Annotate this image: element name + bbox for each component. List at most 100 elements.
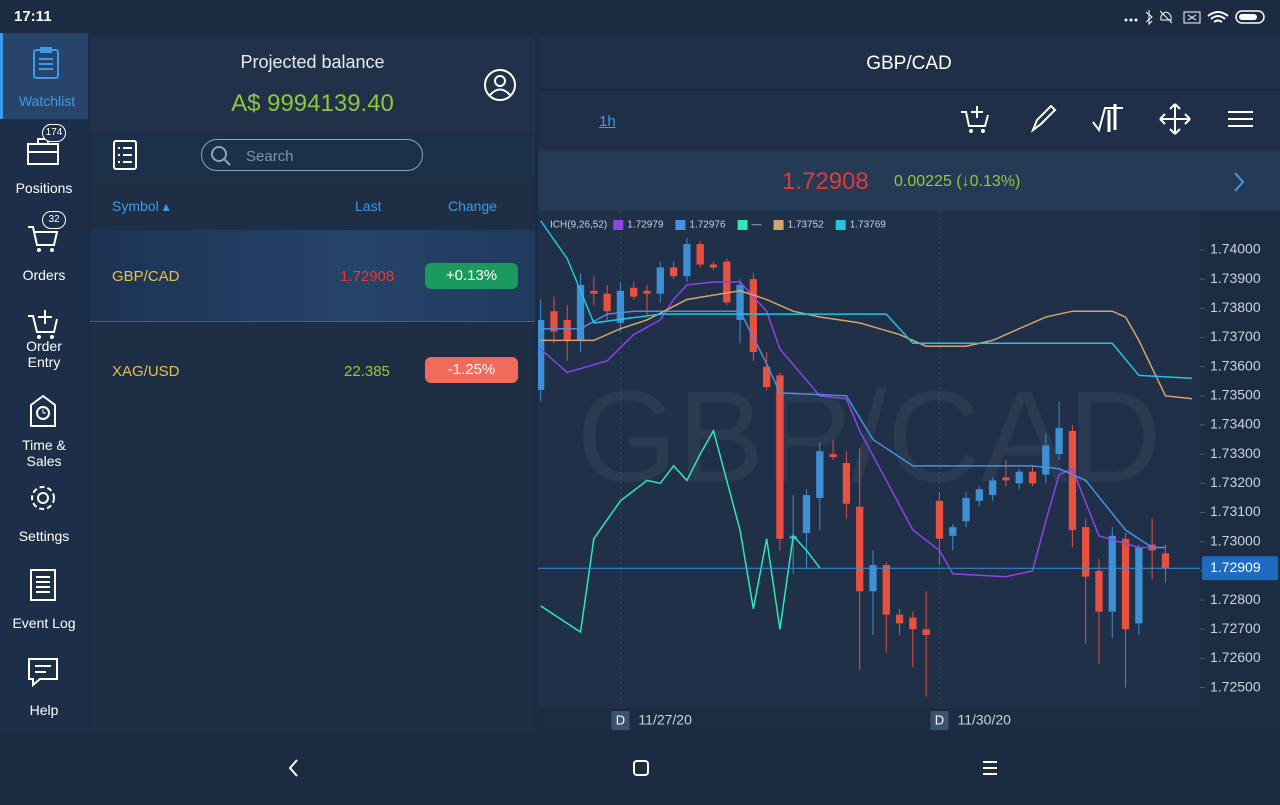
y-tick-label: 1.73200 — [1210, 474, 1261, 490]
y-tick-label: 1.73400 — [1210, 416, 1261, 432]
nav-orders[interactable]: 32 Orders — [0, 207, 88, 293]
column-header[interactable]: Symbol ▴ — [112, 198, 170, 214]
icon — [28, 658, 58, 688]
candle-body — [630, 287, 638, 297]
x-tick-label: 11/27/20 — [638, 712, 692, 728]
y-tick-label: 1.73000 — [1210, 532, 1261, 548]
period-marker-box — [611, 711, 630, 730]
period-marker: D — [616, 712, 625, 727]
move-button[interactable] — [1159, 103, 1191, 135]
back-button[interactable] — [288, 759, 298, 777]
indicator-button[interactable] — [1092, 104, 1123, 133]
candle-body — [1042, 445, 1050, 475]
nav-label: Settings — [18, 528, 70, 544]
candle-body — [949, 527, 957, 536]
nav-order-entry[interactable]: Order Entry — [0, 294, 88, 380]
legend-swatch — [613, 220, 624, 230]
y-tick-label: 1.73700 — [1210, 328, 1261, 344]
nav-time-sales[interactable]: Time & Sales — [0, 381, 88, 469]
balance-label: Projected balance — [240, 52, 385, 72]
column-header[interactable]: Last — [355, 198, 382, 214]
candle-body — [1055, 427, 1063, 455]
menu-button[interactable] — [983, 761, 997, 775]
search-bar: Search — [90, 132, 535, 178]
y-tick-label: 1.72500 — [1210, 678, 1261, 694]
clock: 17:11 — [14, 8, 52, 25]
period-marker: D — [935, 712, 944, 727]
toolbar — [961, 103, 1253, 135]
search-placeholder: Search — [246, 148, 294, 165]
icon — [28, 310, 58, 339]
icon — [33, 47, 59, 79]
y-tick-label: 1.73500 — [1210, 387, 1261, 403]
nav-label: Watchlist — [18, 93, 76, 109]
add-order-button[interactable] — [961, 106, 989, 133]
watchlist-row[interactable]: XAG/USD 22.385 -1.25% — [90, 324, 535, 416]
candle-body — [538, 319, 545, 390]
price: 1.72908 — [782, 168, 869, 195]
candle-body — [802, 495, 811, 533]
expand-button[interactable] — [1232, 171, 1246, 193]
system-nav-icons — [288, 759, 997, 777]
candle-body — [909, 617, 917, 630]
price-bar: 1.72908 0.00225 (↓0.13%) — [538, 151, 1280, 211]
nav-watchlist[interactable]: Watchlist — [0, 33, 88, 119]
home-button[interactable] — [633, 760, 649, 776]
draw-button[interactable] — [1030, 104, 1057, 133]
candle-body — [1095, 570, 1103, 612]
icon — [30, 394, 56, 427]
candle-body — [776, 375, 784, 539]
nav-event-log[interactable]: Event Log — [0, 555, 88, 641]
menu-button[interactable] — [1228, 111, 1253, 127]
search-icon — [211, 146, 231, 166]
candle-body — [829, 454, 837, 458]
row-change: -1.25% — [425, 357, 518, 383]
chart-title: GBP/CAD — [538, 36, 1280, 90]
legend-swatch — [773, 220, 784, 230]
x-axis-area — [538, 708, 1280, 733]
nav-help[interactable]: Help — [0, 642, 88, 728]
candle-body — [563, 319, 571, 341]
y-tick-label: 1.73800 — [1210, 299, 1261, 315]
candle-body — [935, 500, 944, 539]
icon — [28, 226, 59, 252]
nav-positions[interactable]: 174 Positions — [0, 120, 88, 206]
candle-body — [962, 497, 970, 522]
account-button[interactable] — [483, 68, 517, 102]
candle-body — [709, 264, 718, 268]
watchlist-row[interactable]: GBP/CAD 1.72908 +0.13% — [90, 230, 535, 322]
candle-body — [1002, 477, 1010, 481]
y-tick-label: 1.73900 — [1210, 270, 1261, 286]
candle-body — [1028, 471, 1037, 484]
list-button[interactable] — [112, 139, 138, 171]
candle-body — [882, 565, 890, 615]
nav-settings[interactable]: Settings — [0, 468, 88, 554]
indicator-line — [540, 281, 1166, 578]
candle-body — [576, 284, 585, 341]
candle-body — [988, 480, 997, 496]
row-last: 1.72908 — [340, 268, 395, 285]
legend-value: 1.73752 — [788, 220, 825, 231]
row-symbol: GBP/CAD — [112, 268, 180, 285]
row-last: 22.385 — [344, 363, 390, 380]
watchlist-panel: Projected balance A$ 9994139.40 Search S… — [90, 36, 535, 733]
balance-header: Projected balance A$ 9994139.40 — [90, 36, 535, 131]
y-tick-label: 1.74000 — [1210, 241, 1261, 257]
column-header[interactable]: Change — [448, 198, 498, 214]
x-tick-label: 11/30/20 — [957, 712, 1011, 728]
timeframe[interactable]: 1h — [599, 113, 616, 130]
row-change: +0.13% — [425, 263, 518, 289]
row-symbol: XAG/USD — [112, 363, 180, 380]
plot-area — [538, 212, 1200, 708]
y-tick-label: 1.73100 — [1210, 503, 1261, 519]
candle-body — [1068, 430, 1077, 531]
badge: 174 — [42, 124, 66, 142]
legend-value: 1.73769 — [850, 220, 887, 231]
status-icons — [1124, 10, 1265, 26]
search-input[interactable]: Search — [201, 139, 423, 171]
candle-body — [656, 267, 664, 294]
candle-body — [590, 290, 598, 294]
indicator-line — [540, 290, 1193, 400]
candle-body — [975, 489, 983, 501]
